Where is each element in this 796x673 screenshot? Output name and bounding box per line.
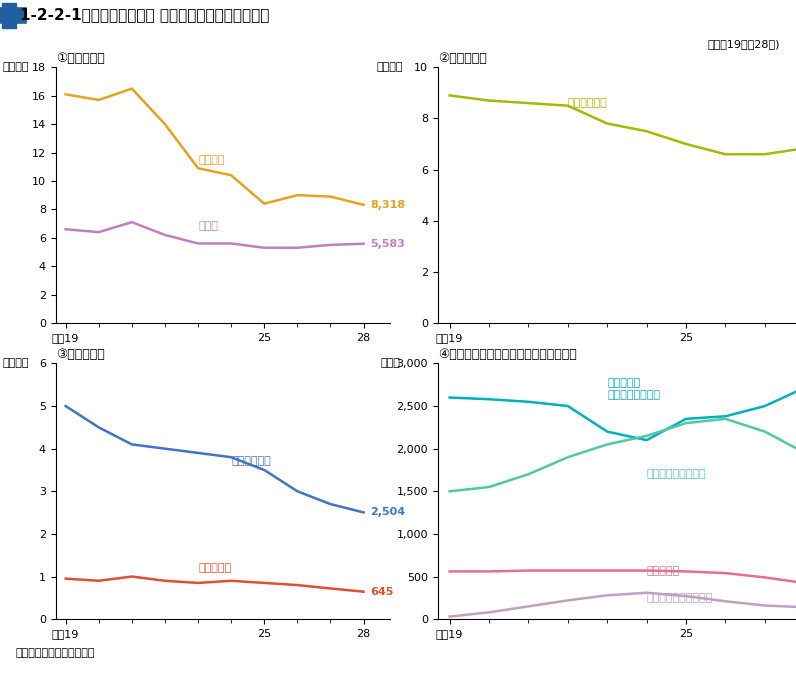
Y-axis label: （千人）: （千人） <box>377 62 404 72</box>
Text: ②　環境関係: ② 環境関係 <box>438 52 486 65</box>
Text: 注　検察統計年報による。: 注 検察統計年報による。 <box>16 648 96 658</box>
Text: 軽犯罪法: 軽犯罪法 <box>198 155 224 165</box>
Text: （平成19年～28年): （平成19年～28年) <box>708 39 780 48</box>
Text: 廃棄物処理法: 廃棄物処理法 <box>568 98 607 108</box>
Text: 2,504: 2,504 <box>370 507 405 518</box>
Text: ④　児童買春・児童ポルノ禁止法違反等: ④ 児童買春・児童ポルノ禁止法違反等 <box>438 348 576 361</box>
Text: 1-2-2-1図　主な特別法犯 検察庁新規受理人員の推移: 1-2-2-1図 主な特別法犯 検察庁新規受理人員の推移 <box>20 7 269 23</box>
Text: 出会い系サイト規制法: 出会い系サイト規制法 <box>646 593 713 603</box>
Y-axis label: （千人）: （千人） <box>2 62 29 72</box>
Text: 8,318: 8,318 <box>370 200 405 210</box>
Text: 児童買春・
児童ポルノ禁止法: 児童買春・ 児童ポルノ禁止法 <box>607 378 660 400</box>
Text: 児童福祉法: 児童福祉法 <box>646 567 680 576</box>
Text: 風営適正化法: 風営適正化法 <box>231 456 271 466</box>
Text: 売春防止法: 売春防止法 <box>198 563 231 573</box>
Y-axis label: （人）: （人） <box>380 358 400 368</box>
Y-axis label: （千人）: （千人） <box>2 358 29 368</box>
Text: 銃刀法: 銃刀法 <box>198 221 218 232</box>
Text: 青少年保護育成条例: 青少年保護育成条例 <box>646 469 706 479</box>
Text: 5,583: 5,583 <box>370 239 405 249</box>
Text: ③　風紀関係: ③ 風紀関係 <box>56 348 104 361</box>
Text: ①　保安関係: ① 保安関係 <box>56 52 104 65</box>
Text: 645: 645 <box>370 587 393 597</box>
